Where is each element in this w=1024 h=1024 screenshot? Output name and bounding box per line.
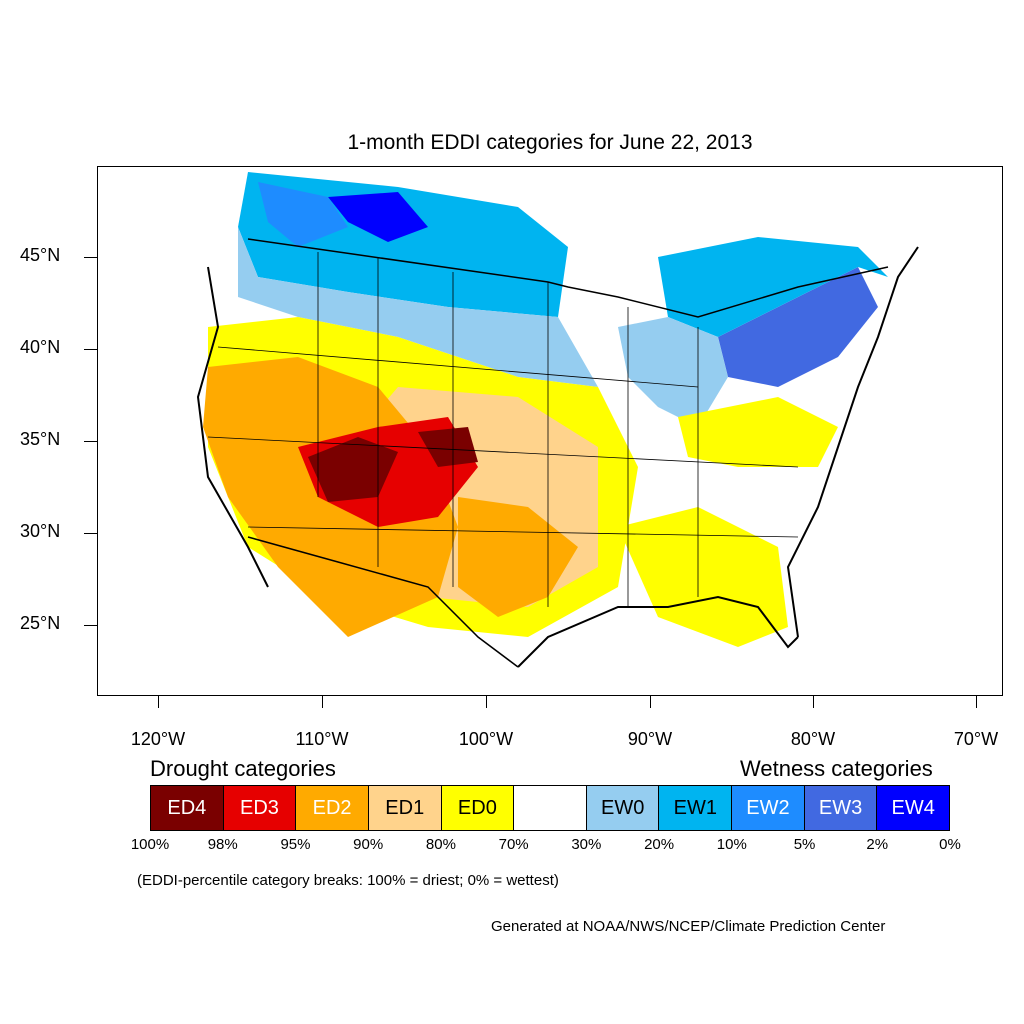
- lon-label-110w: 110°W: [295, 729, 349, 749]
- lon-label-100w: 100°W: [458, 729, 514, 749]
- legend-box-ed1: ED1: [368, 786, 442, 830]
- lat-tick-30n: [84, 533, 97, 534]
- lat-tick-40n: [84, 349, 97, 350]
- map-area: [97, 166, 1003, 696]
- west-coast-outline: [196, 266, 269, 588]
- legend-box-ed3: ED3: [223, 786, 297, 830]
- legend-bar: ED4 ED3 ED2 ED1 ED0 EW0 EW1 EW2 EW3 EW4: [150, 785, 950, 831]
- lat-label-40n: 40°N: [20, 337, 61, 357]
- state-boundaries: [207, 252, 799, 607]
- map-title: 1-month EDDI categories for June 22, 201…: [347, 131, 753, 154]
- lon-tick-110w: [322, 696, 323, 708]
- legend-break-label: 80%: [425, 836, 456, 853]
- lon-tick-100w: [486, 696, 487, 708]
- legend-break-label: 95%: [280, 836, 311, 853]
- lon-label-120w: 120°W: [130, 729, 186, 749]
- legend-box-ew1: EW1: [659, 786, 733, 830]
- lat-tick-35n: [84, 441, 97, 442]
- gulf-coast-outline: [517, 595, 799, 668]
- legend-box-neutral: [514, 786, 587, 830]
- lat-label-30n: 30°N: [20, 521, 61, 541]
- legend-break-label: 70%: [498, 836, 529, 853]
- lat-label-35n: 35°N: [20, 429, 61, 449]
- region-ew2-north: [258, 182, 348, 247]
- legend-box-ew3: EW3: [804, 786, 878, 830]
- legend-break-label: 98%: [207, 836, 238, 853]
- region-ew3-northeast: [718, 267, 878, 387]
- drought-categories-label: Drought categories: [150, 756, 336, 781]
- legend-break-label: 30%: [571, 836, 602, 853]
- us-mexico-border: [247, 536, 519, 668]
- credit-text: Generated at NOAA/NWS/NCEP/Climate Predi…: [491, 918, 886, 935]
- lon-label-70w: 70°W: [953, 729, 999, 749]
- legend-break-label: 100%: [130, 836, 170, 853]
- map-svg: [196, 172, 919, 668]
- region-ew0-great-lakes: [618, 317, 728, 427]
- legend-break-label: 20%: [644, 836, 675, 853]
- region-ew4-north: [328, 192, 428, 242]
- lon-tick-120w: [158, 696, 159, 708]
- region-ed4-core: [308, 437, 398, 502]
- lat-label-45n: 45°N: [20, 245, 61, 265]
- legend-break-label: 90%: [353, 836, 384, 853]
- legend-box-ed2: ED2: [296, 786, 369, 830]
- legend-box-ew2: EW2: [732, 786, 805, 830]
- lon-tick-70w: [976, 696, 977, 708]
- legend-box-ed0: ED0: [441, 786, 515, 830]
- legend-break-label: 10%: [716, 836, 747, 853]
- lat-tick-25n: [84, 625, 97, 626]
- region-ew0-north: [238, 227, 598, 387]
- category-breaks-note: (EDDI-percentile category breaks: 100% =…: [137, 872, 559, 889]
- wetness-categories-label: Wetness categories: [740, 756, 933, 781]
- lon-tick-80w: [813, 696, 814, 708]
- lon-tick-90w: [650, 696, 651, 708]
- legend-box-ed4: ED4: [151, 786, 224, 830]
- legend-box-ew0: EW0: [586, 786, 660, 830]
- region-ed4-colorado: [418, 427, 478, 467]
- legend-break-label: 0%: [939, 836, 961, 853]
- legend-break-label: 5%: [793, 836, 816, 853]
- east-coast-outline: [786, 246, 919, 638]
- lon-label-90w: 90°W: [627, 729, 673, 749]
- legend-break-label: 2%: [866, 836, 889, 853]
- region-ed0-southeast: [678, 397, 838, 467]
- lat-tick-45n: [84, 257, 97, 258]
- lat-label-25n: 25°N: [20, 613, 61, 633]
- legend-box-ew4: EW4: [877, 786, 950, 830]
- lon-label-80w: 80°W: [790, 729, 836, 749]
- region-ed0-gulf: [618, 507, 788, 647]
